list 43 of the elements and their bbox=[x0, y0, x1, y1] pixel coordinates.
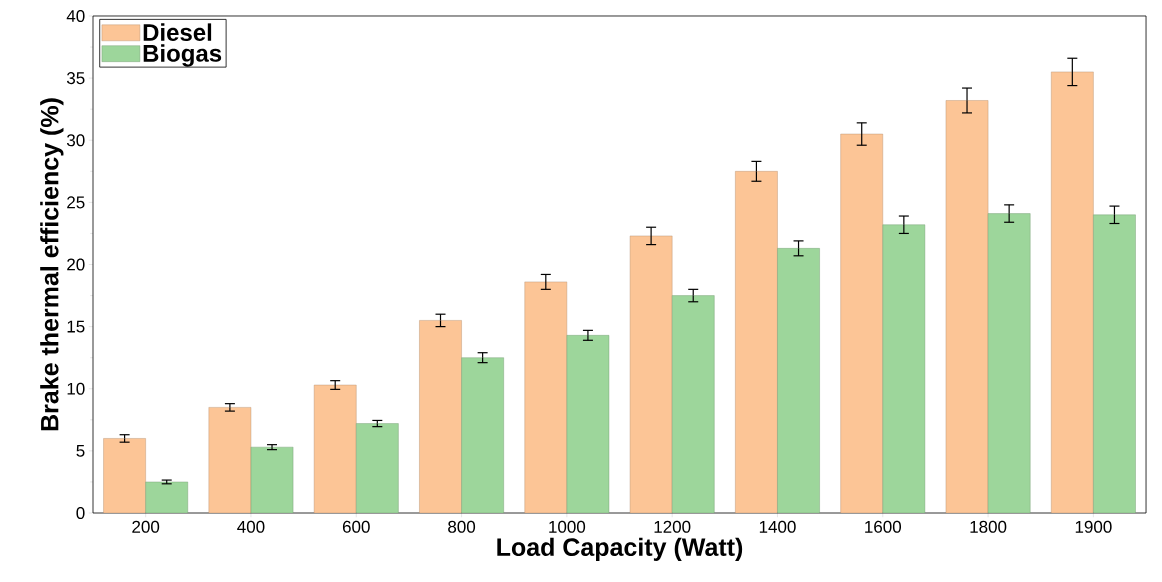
x-axis-title: Load Capacity (Watt) bbox=[497, 537, 743, 561]
bar bbox=[145, 481, 188, 513]
y-tick-label: 30 bbox=[66, 134, 85, 147]
x-tick-label: 1400 bbox=[759, 520, 796, 533]
x-tick-label: 1800 bbox=[970, 520, 1007, 533]
bar bbox=[356, 423, 399, 513]
x-tick-label: 1600 bbox=[865, 520, 902, 533]
y-tick-label: 20 bbox=[67, 258, 85, 271]
x-tick-label: 1000 bbox=[549, 520, 586, 533]
bar bbox=[250, 446, 294, 513]
y-tick-label: 10 bbox=[67, 382, 85, 395]
bar bbox=[945, 100, 989, 513]
bar bbox=[419, 320, 462, 513]
bar bbox=[313, 384, 357, 513]
legend-label: Diesel bbox=[143, 23, 212, 41]
y-tick-label: 5 bbox=[76, 444, 85, 457]
bar bbox=[1093, 214, 1136, 513]
bar bbox=[629, 235, 673, 513]
bar bbox=[735, 171, 778, 513]
y-tick-label: 40 bbox=[66, 9, 85, 23]
bar bbox=[208, 407, 252, 513]
y-tick-label: 15 bbox=[67, 320, 85, 333]
y-tick-label: 25 bbox=[67, 196, 85, 209]
x-tick-label: 600 bbox=[342, 520, 370, 533]
bar bbox=[987, 213, 1031, 513]
y-tick-label: 0 bbox=[76, 506, 85, 520]
bar bbox=[524, 281, 568, 513]
legend-label: Biogas bbox=[143, 44, 222, 67]
x-tick-label: 200 bbox=[132, 520, 160, 533]
y-axis-title: Brake thermal efficiency (%) bbox=[40, 98, 64, 431]
bar bbox=[566, 335, 610, 513]
bar bbox=[1051, 71, 1094, 513]
y-tick-label: 35 bbox=[66, 72, 85, 85]
bar bbox=[777, 248, 820, 513]
bar bbox=[103, 438, 146, 513]
bar bbox=[671, 295, 715, 513]
bar bbox=[461, 357, 504, 513]
x-tick-label: 400 bbox=[237, 520, 265, 533]
bar bbox=[840, 133, 883, 513]
bar bbox=[882, 224, 926, 513]
x-tick-label: 800 bbox=[448, 520, 476, 533]
x-tick-label: 1900 bbox=[1075, 520, 1112, 533]
x-tick-label: 1200 bbox=[654, 520, 691, 533]
